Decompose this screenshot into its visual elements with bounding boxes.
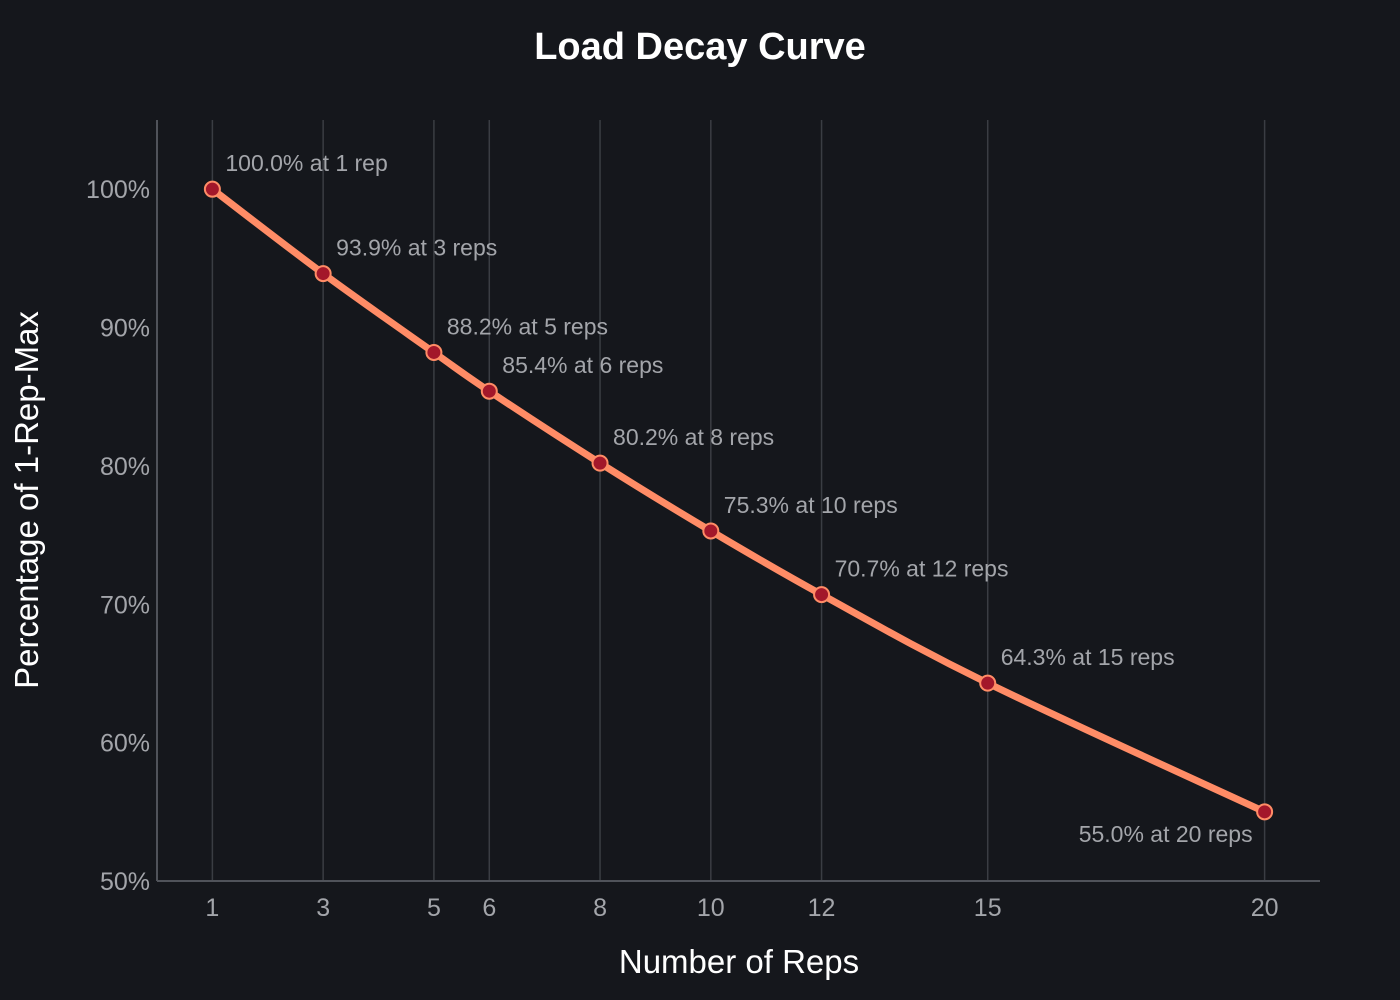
data-point — [591, 454, 609, 472]
x-tick-label: 8 — [593, 894, 607, 922]
chart-title: Load Decay Curve — [534, 26, 866, 68]
x-tick-label: 3 — [316, 894, 330, 922]
y-tick-label: 90% — [100, 315, 150, 343]
y-tick-label: 80% — [100, 453, 150, 481]
data-label: 85.4% at 6 reps — [502, 352, 663, 378]
y-tick-label: 60% — [100, 730, 150, 758]
data-point — [314, 265, 332, 283]
data-label: 64.3% at 15 reps — [1001, 644, 1175, 670]
y-tick-label: 70% — [100, 591, 150, 619]
data-labels-layer: 100.0% at 1 rep 93.9% at 3 reps 88.2% at 5… — [225, 150, 1252, 847]
x-tick-label: 10 — [697, 894, 725, 922]
axes-layer: 1 3 5 6 8 10 12 15 20 50% 60% 70% 80% 90% 100% — [86, 120, 1320, 922]
x-tick-label: 5 — [427, 894, 441, 922]
x-tick-label: 20 — [1251, 894, 1279, 922]
y-tick-label: 100% — [86, 176, 150, 204]
data-label: 70.7% at 12 reps — [835, 556, 1009, 582]
y-tick-label: 50% — [100, 868, 150, 896]
x-tick-label: 1 — [205, 894, 219, 922]
data-label: 93.9% at 3 reps — [336, 235, 497, 261]
data-point — [702, 522, 720, 540]
data-point — [1256, 803, 1274, 821]
series-layer — [203, 180, 1274, 821]
data-label: 80.2% at 8 reps — [613, 424, 774, 450]
data-point — [425, 343, 443, 361]
data-label: 75.3% at 10 reps — [724, 492, 898, 518]
grid-layer — [211, 120, 1266, 881]
data-point — [203, 180, 221, 198]
x-axis-title: Number of Reps — [619, 943, 859, 980]
x-tick-label: 15 — [974, 894, 1002, 922]
y-axis-title: Percentage of 1-Rep-Max — [8, 311, 45, 689]
data-point — [979, 674, 997, 692]
x-tick-label: 12 — [808, 894, 836, 922]
data-point — [480, 382, 498, 400]
x-tick-label: 6 — [482, 894, 496, 922]
data-point — [813, 586, 831, 604]
data-label: 100.0% at 1 rep — [225, 150, 387, 176]
data-label: 88.2% at 5 reps — [447, 313, 608, 339]
data-label: 55.0% at 20 reps — [1079, 821, 1253, 847]
